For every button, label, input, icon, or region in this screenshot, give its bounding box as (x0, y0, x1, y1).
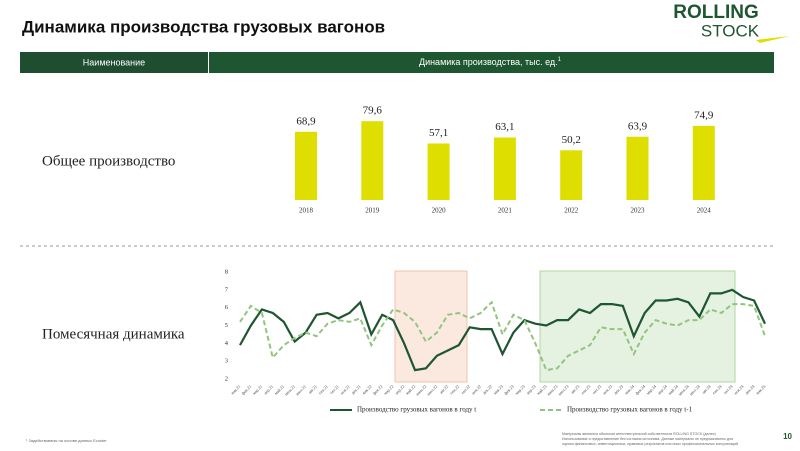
x-tick-label: фев.24 (634, 383, 647, 396)
value-label: 50,2 (562, 134, 581, 146)
disclaimer: Использование и предоставление без согла… (562, 437, 733, 441)
x-tick-label: мар.21 (251, 384, 263, 396)
header-cell (20, 52, 208, 73)
highlight-box (394, 270, 468, 383)
x-tick-label: ноя.24 (733, 383, 745, 395)
bar (493, 137, 516, 200)
y-tick-label: 7 (225, 286, 229, 293)
x-tick-label: 2020 (432, 207, 447, 215)
x-tick-label: мар.22 (383, 384, 395, 396)
row-label: Помесячная динамика (42, 326, 185, 342)
x-tick-label: июн.22 (415, 384, 428, 397)
x-tick-label: окт.23 (591, 384, 602, 395)
x-tick-label: апр.23 (525, 384, 537, 396)
x-tick-label: ноя.22 (470, 384, 482, 396)
value-label: 57,1 (429, 127, 448, 139)
x-tick-label: июн.23 (546, 384, 559, 397)
x-tick-label: авг.21 (307, 384, 318, 395)
x-tick-label: апр.24 (656, 383, 668, 395)
page-number: 10 (783, 432, 792, 441)
y-tick-label: 6 (225, 304, 229, 311)
bar (427, 143, 450, 200)
y-tick-label: 2 (225, 375, 228, 382)
x-tick-label: июн.24 (677, 383, 690, 396)
x-tick-label: 2022 (564, 207, 579, 215)
y-tick-label: 8 (225, 268, 228, 275)
x-tick-label: апр.22 (394, 384, 406, 396)
x-tick-label: май.21 (273, 384, 285, 396)
x-tick-label: дек.21 (350, 384, 362, 396)
x-tick-label: июл.22 (426, 384, 438, 396)
logo-top: ROLLING (673, 2, 759, 23)
x-tick-label: окт.21 (329, 384, 340, 395)
x-tick-label: 2018 (299, 207, 314, 215)
line-series (239, 288, 766, 372)
x-tick-label: июл.23 (557, 384, 569, 396)
x-tick-label: дек.24 (744, 383, 756, 395)
x-tick-label: сен.24 (711, 383, 723, 395)
line-series (239, 300, 766, 372)
legend-label: Производство грузовых вагонов в году t (357, 406, 476, 414)
value-label: 63,1 (495, 121, 514, 133)
x-tick-label: сен.22 (449, 384, 460, 395)
x-tick-label: авг.23 (570, 384, 581, 395)
x-tick-label: май.22 (404, 384, 416, 396)
x-tick-label: 2019 (365, 207, 380, 215)
x-tick-label: июл.24 (688, 383, 701, 396)
x-tick-label: июл.21 (295, 384, 307, 396)
value-label: 63,9 (628, 120, 648, 132)
x-tick-label: май.23 (536, 384, 548, 396)
x-tick-label: апр.21 (263, 384, 275, 396)
value-label: 74,9 (694, 109, 714, 121)
x-tick-label: окт.24 (722, 383, 734, 395)
logo-swoosh (756, 36, 790, 43)
x-tick-label: июн.21 (283, 384, 296, 397)
y-tick-label: 5 (225, 322, 228, 329)
x-tick-label: янв.25 (755, 384, 767, 396)
x-tick-label: авг.22 (438, 384, 449, 395)
header-cell (209, 52, 774, 73)
x-tick-label: авг.24 (701, 383, 712, 394)
x-tick-label: сен.23 (580, 384, 591, 395)
bar (626, 136, 649, 200)
x-tick-label: янв.23 (492, 384, 504, 396)
x-tick-label: ноя.23 (602, 384, 614, 396)
bar (295, 131, 317, 200)
x-tick-label: ноя.21 (339, 384, 351, 396)
x-tick-label: 2023 (631, 207, 646, 215)
logo-bottom: STOCK (701, 21, 760, 40)
x-tick-label: фев.23 (503, 384, 515, 396)
x-tick-label: фев.22 (372, 384, 384, 396)
x-tick-label: 2024 (697, 207, 712, 215)
value-label: 68,9 (296, 115, 316, 127)
value-label: 79,6 (363, 105, 383, 117)
footnote: ¹ Задействованы на основе данных Ecoster (26, 438, 107, 443)
x-tick-label: янв.22 (361, 384, 373, 396)
legend-label: Производство грузовых вагонов в году t-1 (567, 406, 693, 414)
header-label: Динамика производства, тыс. ед.1 (419, 57, 562, 68)
y-tick-label: 4 (225, 340, 229, 347)
x-tick-label: мар.23 (514, 384, 526, 396)
x-tick-label: дек.22 (481, 384, 493, 396)
disclaimer: Материалы являются объектом интеллектуал… (562, 432, 716, 436)
header-label: Наименование (83, 57, 145, 67)
bar (560, 150, 583, 200)
header-note: 1 (558, 57, 562, 63)
x-tick-label: мар.24 (645, 383, 658, 396)
x-tick-label: фев.21 (240, 384, 252, 396)
bar (692, 125, 715, 200)
x-tick-label: янв.21 (230, 384, 242, 396)
x-tick-label: 2021 (498, 207, 513, 215)
bar (361, 121, 384, 200)
disclaimer: оценки финансовых, инвестиционных, право… (562, 442, 738, 446)
y-tick-label: 3 (225, 358, 228, 365)
x-tick-label: окт.22 (460, 384, 471, 395)
x-tick-label: сен.21 (317, 384, 328, 395)
title: Динамика производства грузовых вагонов (22, 17, 385, 36)
x-tick-label: дек.23 (613, 384, 625, 396)
x-tick-label: янв.24 (624, 383, 636, 395)
row-label: Общее производство (42, 153, 175, 169)
header-text: Динамика производства, тыс. ед. (419, 57, 558, 67)
